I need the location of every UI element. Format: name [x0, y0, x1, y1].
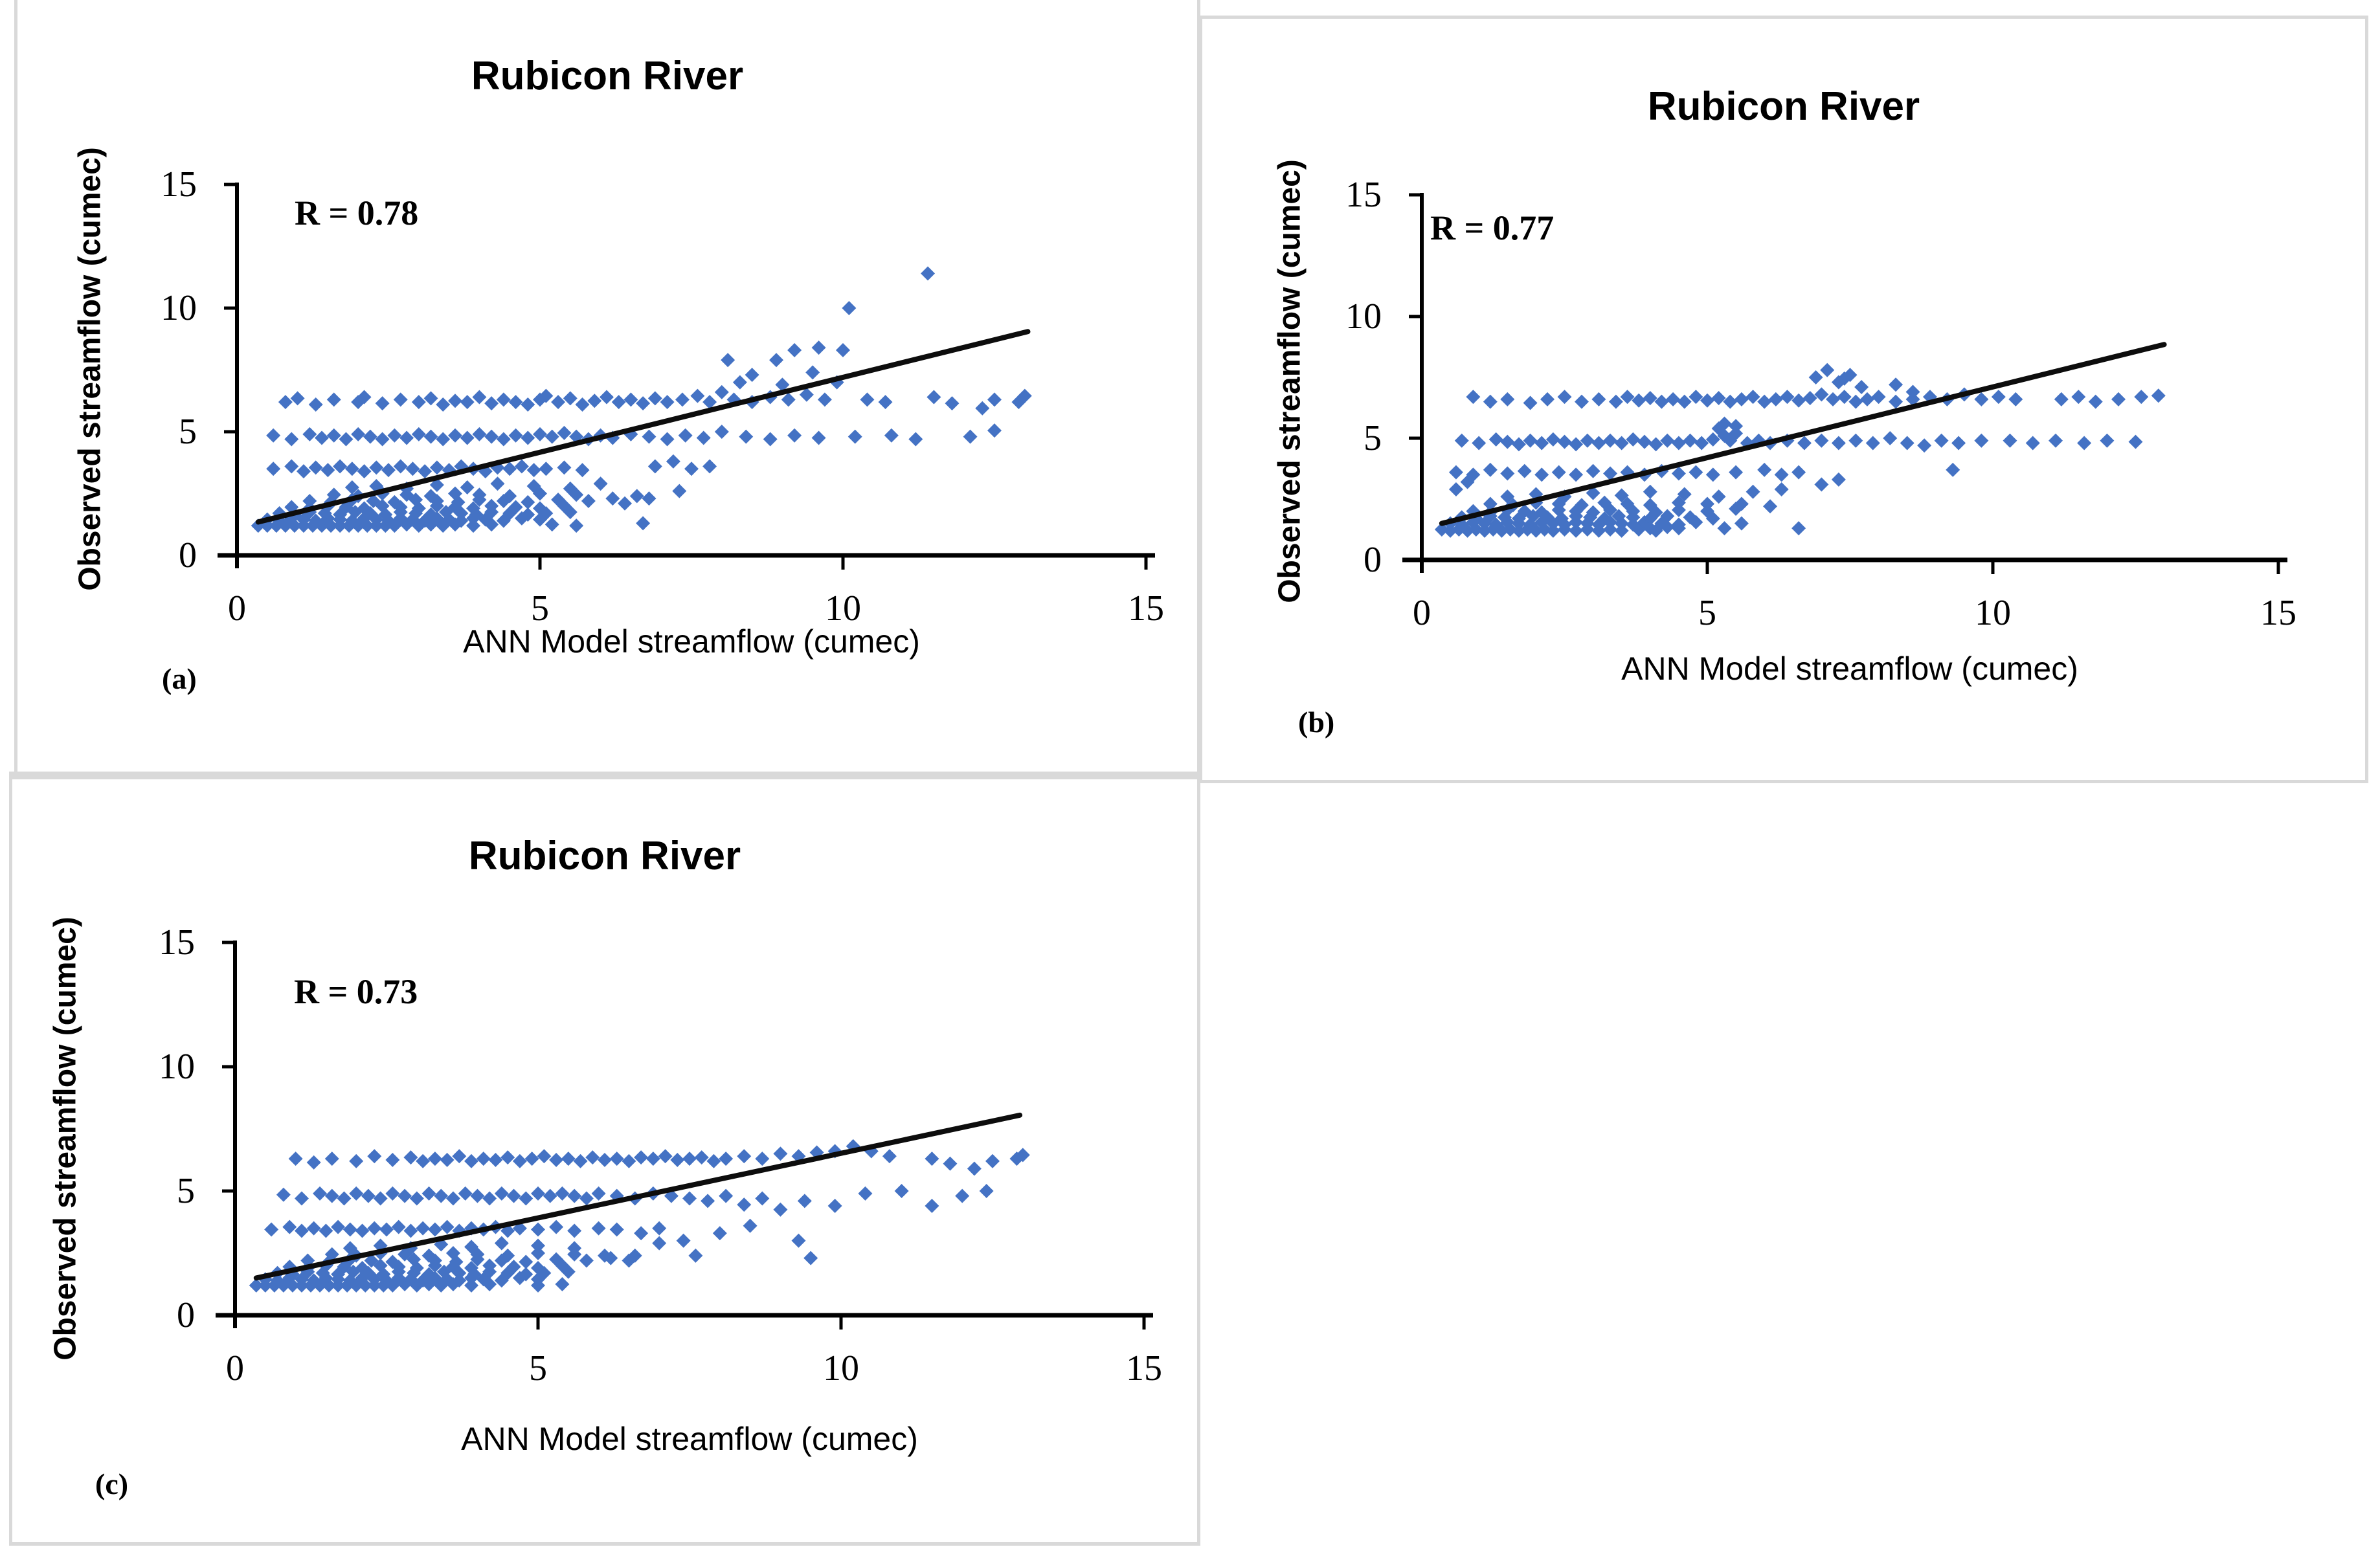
- svg-text:0: 0: [226, 1348, 244, 1388]
- x-axis-title-b: ANN Model streamflow (cumec): [1621, 651, 2078, 687]
- panel-letter-c: (c): [95, 1467, 129, 1500]
- svg-text:5: 5: [529, 1348, 547, 1388]
- svg-text:5: 5: [1698, 593, 1716, 633]
- svg-text:5: 5: [1364, 418, 1382, 458]
- chart-title-a: Rubicon River: [471, 54, 744, 98]
- svg-text:10: 10: [825, 588, 861, 629]
- svg-text:10: 10: [159, 1047, 195, 1087]
- svg-text:0: 0: [177, 1295, 195, 1335]
- chart-title-b: Rubicon River: [1647, 84, 1920, 129]
- svg-text:10: 10: [1975, 593, 2011, 633]
- scatter-plot-b: 0 5 10 15 0 5 10 15: [1345, 175, 2296, 633]
- x-axis-title-a: ANN Model streamflow (cumec): [463, 623, 920, 660]
- r-value-label-a: R = 0.78: [295, 194, 419, 232]
- svg-text:15: 15: [161, 164, 197, 205]
- panel-letter-b: (b): [1298, 706, 1335, 739]
- scatter-plot-c: 0 5 10 15 0 5 10 15: [159, 922, 1162, 1388]
- panel-a: Rubicon River Observed streamflow (cumec…: [14, 0, 1200, 776]
- svg-text:0: 0: [1413, 593, 1431, 633]
- panel-c: Rubicon River Observed streamflow (cumec…: [9, 772, 1200, 1546]
- svg-text:0: 0: [1364, 540, 1382, 580]
- r-value-label-b: R = 0.77: [1430, 208, 1555, 247]
- svg-text:0: 0: [228, 588, 246, 629]
- svg-text:15: 15: [1128, 588, 1164, 629]
- svg-text:10: 10: [161, 288, 197, 328]
- svg-text:15: 15: [1345, 175, 1382, 215]
- svg-text:10: 10: [1345, 296, 1382, 337]
- svg-text:0: 0: [179, 535, 197, 575]
- svg-text:15: 15: [159, 922, 195, 963]
- svg-text:5: 5: [179, 412, 197, 452]
- panel-letter-a: (a): [162, 662, 197, 695]
- x-axis-title-c: ANN Model streamflow (cumec): [461, 1421, 918, 1457]
- svg-text:15: 15: [2260, 593, 2296, 633]
- svg-text:5: 5: [177, 1171, 195, 1211]
- svg-text:5: 5: [531, 588, 549, 629]
- svg-text:15: 15: [1126, 1348, 1162, 1388]
- svg-text:10: 10: [823, 1348, 859, 1388]
- panel-b: Rubicon River Observed streamflow (cumec…: [1199, 16, 2368, 783]
- chart-title-c: Rubicon River: [468, 834, 741, 878]
- scatter-plot-a: 0 5 10 15 0 5 10 15: [161, 164, 1164, 629]
- r-value-label-c: R = 0.73: [294, 972, 418, 1011]
